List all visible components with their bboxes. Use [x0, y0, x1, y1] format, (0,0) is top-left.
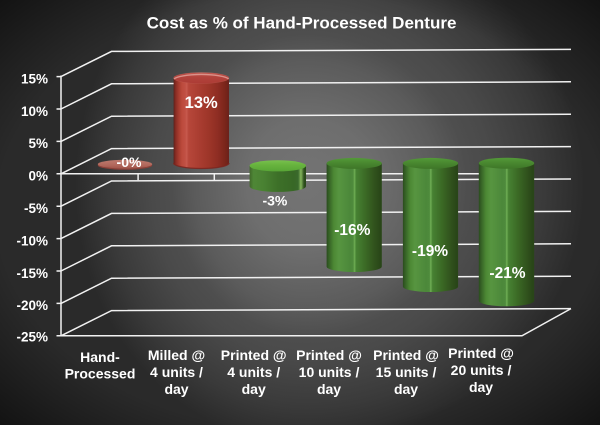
- svg-text:-5%: -5%: [24, 201, 48, 216]
- svg-text:-15%: -15%: [16, 266, 48, 281]
- svg-text:-21%: -21%: [489, 265, 525, 282]
- svg-text:Printed @10 units /day: Printed @10 units / day: [296, 347, 362, 397]
- svg-text:-19%: -19%: [412, 243, 448, 260]
- svg-text:Printed @20 units /day: Printed @20 units / day: [448, 345, 514, 395]
- svg-text:-3%: -3%: [262, 192, 287, 208]
- svg-text:15%: 15%: [21, 71, 48, 86]
- svg-text:-10%: -10%: [16, 233, 48, 248]
- svg-text:Hand-Processed: Hand-Processed: [65, 349, 136, 382]
- svg-text:0%: 0%: [28, 169, 48, 184]
- svg-text:13%: 13%: [185, 94, 218, 112]
- svg-text:5%: 5%: [28, 136, 48, 151]
- svg-text:Cost as % of Hand-Processed De: Cost as % of Hand-Processed Denture: [147, 13, 457, 32]
- svg-text:-0%: -0%: [117, 154, 142, 170]
- svg-text:Printed @15 units /day: Printed @15 units / day: [373, 347, 439, 397]
- svg-text:Milled @4 units /day: Milled @4 units / day: [148, 347, 205, 397]
- svg-text:-25%: -25%: [16, 330, 48, 345]
- svg-text:10%: 10%: [21, 104, 48, 119]
- svg-text:Printed @4 units /day: Printed @4 units / day: [221, 347, 287, 397]
- svg-text:-20%: -20%: [16, 298, 48, 313]
- svg-text:-16%: -16%: [334, 222, 370, 239]
